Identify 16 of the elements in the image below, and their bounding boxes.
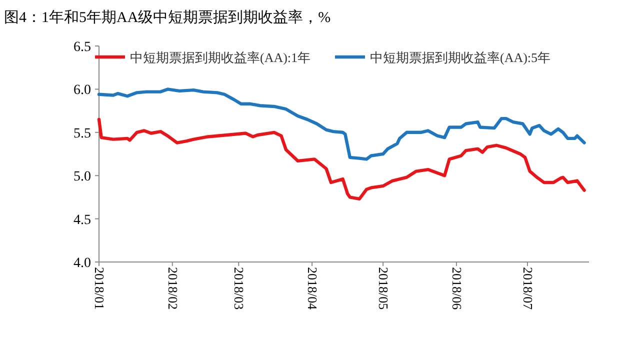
y-tick-label: 5.5 bbox=[74, 126, 91, 142]
y-tick-label: 6.0 bbox=[74, 83, 91, 98]
x-tick-label: 2018/07 bbox=[520, 267, 536, 310]
y-tick-label: 6.5 bbox=[74, 40, 91, 55]
y-tick-label: 4.0 bbox=[74, 256, 91, 271]
legend-label: 中短期票据到期收益率(AA):5年 bbox=[370, 50, 551, 65]
legend-label: 中短期票据到期收益率(AA):1年 bbox=[130, 50, 311, 65]
x-tick-label: 2018/06 bbox=[449, 267, 464, 310]
y-tick-label: 4.5 bbox=[74, 212, 91, 228]
x-tick-label: 2018/01 bbox=[92, 267, 107, 310]
y-tick-label: 5.0 bbox=[74, 170, 91, 185]
title: 图4：1年和5年期AA级中短期票据到期收益率，% bbox=[4, 10, 331, 26]
x-tick-label: 2018/02 bbox=[165, 267, 180, 310]
x-tick-label: 2018/05 bbox=[376, 267, 392, 310]
x-tick-label: 2018/04 bbox=[305, 267, 320, 310]
x-tick-label: 2018/03 bbox=[232, 267, 247, 310]
